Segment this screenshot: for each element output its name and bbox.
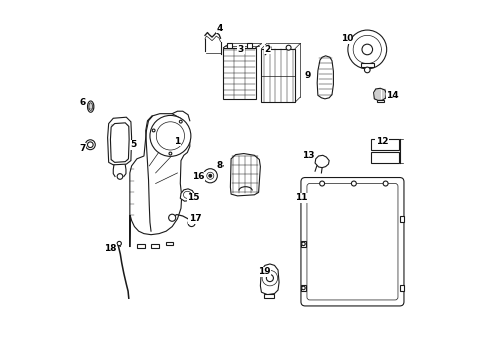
Circle shape xyxy=(364,67,369,73)
Circle shape xyxy=(262,270,277,286)
Bar xyxy=(399,285,403,291)
Bar xyxy=(300,195,305,201)
Circle shape xyxy=(301,242,305,246)
Text: 16: 16 xyxy=(192,172,204,181)
Bar xyxy=(399,216,403,222)
Circle shape xyxy=(352,35,381,64)
Bar xyxy=(223,48,255,99)
Bar xyxy=(360,63,373,67)
Text: 15: 15 xyxy=(187,193,199,202)
Polygon shape xyxy=(373,88,386,100)
Circle shape xyxy=(168,214,175,221)
Bar xyxy=(137,244,144,248)
Text: 1: 1 xyxy=(174,137,180,146)
Circle shape xyxy=(301,286,305,290)
Circle shape xyxy=(179,120,182,123)
Bar xyxy=(226,44,231,48)
Text: 9: 9 xyxy=(304,71,310,80)
Polygon shape xyxy=(314,155,328,168)
Circle shape xyxy=(87,142,93,148)
Circle shape xyxy=(285,45,290,50)
Circle shape xyxy=(361,44,372,55)
Bar xyxy=(261,49,294,102)
Circle shape xyxy=(206,172,213,179)
Circle shape xyxy=(383,181,387,186)
Polygon shape xyxy=(317,56,333,99)
Text: 11: 11 xyxy=(294,193,306,202)
Bar xyxy=(300,241,305,247)
Bar xyxy=(300,285,305,291)
Bar xyxy=(247,44,252,48)
Circle shape xyxy=(319,181,324,186)
Circle shape xyxy=(152,129,155,132)
Polygon shape xyxy=(107,117,131,165)
Text: 5: 5 xyxy=(130,140,136,149)
Circle shape xyxy=(117,242,121,246)
Circle shape xyxy=(265,45,270,50)
Text: 8: 8 xyxy=(216,161,223,170)
Text: 2: 2 xyxy=(264,45,270,54)
Circle shape xyxy=(208,174,211,177)
Circle shape xyxy=(203,169,217,183)
Text: 19: 19 xyxy=(257,267,270,276)
FancyBboxPatch shape xyxy=(306,184,397,300)
Circle shape xyxy=(301,196,305,200)
Polygon shape xyxy=(130,114,189,247)
Text: 17: 17 xyxy=(188,214,201,223)
Bar xyxy=(151,244,159,248)
Circle shape xyxy=(85,140,95,150)
Text: 7: 7 xyxy=(79,144,85,153)
Polygon shape xyxy=(230,154,260,196)
Circle shape xyxy=(347,30,386,69)
Text: 13: 13 xyxy=(301,151,314,160)
Text: 18: 18 xyxy=(104,244,117,253)
Circle shape xyxy=(188,220,195,226)
Circle shape xyxy=(117,174,122,179)
Text: 6: 6 xyxy=(79,98,85,107)
Circle shape xyxy=(169,152,171,155)
Polygon shape xyxy=(180,189,194,201)
Bar xyxy=(370,139,398,150)
Text: 10: 10 xyxy=(340,34,352,43)
Bar xyxy=(264,294,274,298)
Bar xyxy=(370,153,398,163)
Bar xyxy=(376,100,383,102)
FancyBboxPatch shape xyxy=(300,177,403,306)
Polygon shape xyxy=(110,123,129,162)
Circle shape xyxy=(150,116,190,156)
Circle shape xyxy=(156,122,184,150)
Text: 4: 4 xyxy=(216,24,223,33)
Text: 14: 14 xyxy=(386,91,398,100)
Circle shape xyxy=(266,275,273,282)
Bar xyxy=(166,242,172,245)
Circle shape xyxy=(351,181,356,186)
Text: 12: 12 xyxy=(375,137,387,146)
Text: 3: 3 xyxy=(237,45,244,54)
Polygon shape xyxy=(260,264,279,294)
